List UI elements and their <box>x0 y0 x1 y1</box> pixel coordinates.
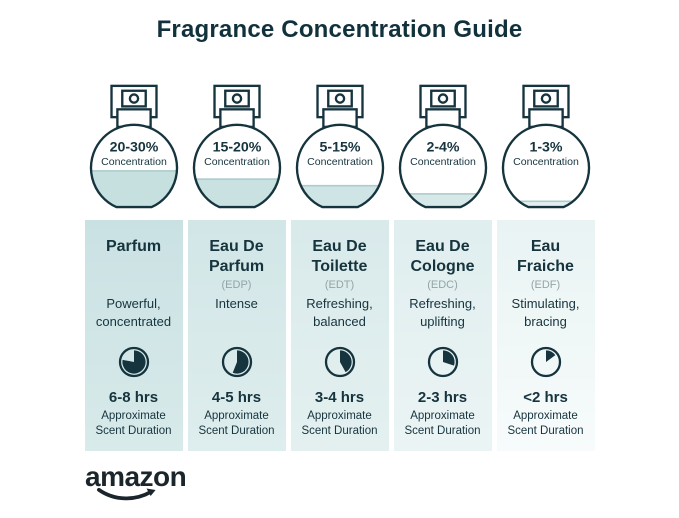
clock-icon <box>425 344 461 380</box>
bottle-liquid-edge <box>399 193 486 195</box>
scent-duration: 4-5 hrs <box>211 389 262 407</box>
concentration-value: 20-30% <box>109 139 158 155</box>
clock-icon <box>116 344 152 380</box>
fragrance-name-block: Eau Fraiche (EDF) <box>517 237 574 295</box>
scent-duration-note: Approximate Scent Duration <box>198 410 275 438</box>
clock-icon <box>528 344 564 380</box>
fragrance-table: Parfum Powerful, concentrated 6-8 hrs Ap… <box>84 220 595 451</box>
concentration-label: Concentration <box>101 156 167 168</box>
fragrance-abbreviation: (EDC) <box>427 279 458 292</box>
clock-ring <box>530 346 561 378</box>
fragrance-column: Eau De Toilette (EDT) Refreshing, balanc… <box>290 220 389 451</box>
perfume-bottle-drawing: 20-30% Concentration <box>89 84 178 209</box>
clock-wedge <box>339 350 352 373</box>
perfume-bottle: 2-4% Concentration <box>394 80 492 211</box>
bottle-outline <box>295 123 384 209</box>
clock-wedge <box>442 350 455 366</box>
fragrance-name: Eau De Toilette <box>311 238 368 275</box>
clock-ring <box>118 346 149 378</box>
fragrance-description: Stimulating, bracing <box>511 296 580 329</box>
bottle-outline <box>192 123 281 209</box>
fragrance-name-block: Eau De Parfum (EDP) <box>209 237 264 295</box>
fragrance-description: Refreshing, uplifting <box>409 296 476 329</box>
fragrance-name-block: Eau De Cologne (EDC) <box>411 237 475 295</box>
bottle-outline <box>398 123 487 209</box>
fragrance-description: Refreshing, balanced <box>306 296 373 329</box>
perfume-bottle: 1-3% Concentration <box>497 80 595 211</box>
concentration-label: Concentration <box>513 156 579 168</box>
bottle-outline <box>89 123 178 209</box>
bottle-liquid <box>296 184 383 208</box>
perfume-bottle-drawing: 2-4% Concentration <box>398 84 487 209</box>
scent-duration-note: Approximate Scent Duration <box>507 410 584 438</box>
bottle-liquid <box>90 170 177 208</box>
concentration-value: 1-3% <box>529 139 562 155</box>
fragrance-description: Intense <box>215 296 258 312</box>
perfume-bottle: 20-30% Concentration <box>85 80 183 211</box>
bottle-liquid-edge <box>502 200 589 203</box>
perfume-bottle: 5-15% Concentration <box>291 80 389 211</box>
nozzle-hole-icon <box>334 93 345 104</box>
nozzle-hole-icon <box>437 93 448 104</box>
scent-duration-note: Approximate Scent Duration <box>301 410 378 438</box>
clock-ring <box>221 346 252 378</box>
perfume-bottle-drawing: 5-15% Concentration <box>295 84 384 209</box>
bottle-liquid <box>193 178 280 208</box>
scent-duration-note: Approximate Scent Duration <box>95 410 172 438</box>
clock-wedge <box>121 350 146 374</box>
fragrance-name-block: Eau De Toilette (EDT) <box>312 237 368 295</box>
nozzle-hole-icon <box>231 93 242 104</box>
bottle-outline <box>501 123 590 209</box>
concentration-value: 2-4% <box>426 139 459 155</box>
perfume-bottle: 15-20% Concentration <box>188 80 286 211</box>
concentration-value: 5-15% <box>319 139 360 155</box>
fragrance-name-block: Parfum <box>106 237 161 295</box>
scent-duration-note: Approximate Scent Duration <box>404 410 481 438</box>
clock-ring <box>324 346 355 378</box>
bottle-row: 20-30% Concentration 15-20% Concentratio… <box>85 80 595 211</box>
fragrance-column: Parfum Powerful, concentrated 6-8 hrs Ap… <box>84 220 183 451</box>
fragrance-name: Parfum <box>105 238 162 255</box>
fragrance-column: Eau Fraiche (EDF) Stimulating, bracing <… <box>496 220 595 451</box>
scent-duration: 3-4 hrs <box>314 389 365 407</box>
amazon-wordmark: amazon <box>85 461 187 492</box>
clock-wedge <box>545 350 555 363</box>
fragrance-column: Eau De Cologne (EDC) Refreshing, uplifti… <box>393 220 492 451</box>
amazon-smile-icon <box>97 488 156 501</box>
concentration-label: Concentration <box>307 156 373 168</box>
fragrance-name: Eau De Cologne <box>410 238 475 275</box>
fragrance-name: Eau De Parfum <box>208 238 265 275</box>
scent-duration: <2 hrs <box>523 389 568 407</box>
bottle-liquid <box>399 193 486 208</box>
concentration-label: Concentration <box>410 156 476 168</box>
scent-duration: 6-8 hrs <box>108 389 159 407</box>
bottle-liquid <box>502 200 589 208</box>
nozzle-hole-icon <box>128 93 139 104</box>
fragrance-name: Eau Fraiche <box>517 238 574 275</box>
bottle-liquid-edge <box>296 184 383 187</box>
amazon-logo: amazon <box>85 462 195 502</box>
clock-icon <box>322 344 358 380</box>
fragrance-abbreviation: (EDT) <box>324 279 355 292</box>
clock-icon <box>219 344 255 380</box>
fragrance-abbreviation: (EDP) <box>221 279 252 292</box>
bottle-liquid-edge <box>193 178 280 180</box>
clock-ring <box>427 346 458 378</box>
concentration-value: 15-20% <box>212 139 261 155</box>
nozzle-hole-icon <box>540 93 551 104</box>
fragrance-column: Eau De Parfum (EDP) Intense 4-5 hrs Appr… <box>187 220 286 451</box>
concentration-label: Concentration <box>204 156 270 168</box>
bottle-body <box>502 124 589 208</box>
fragrance-abbreviation: (EDF) <box>530 279 561 292</box>
bottle-liquid-edge <box>90 170 177 172</box>
page-title: Fragrance Concentration Guide <box>156 16 523 43</box>
perfume-bottle-drawing: 15-20% Concentration <box>192 84 281 209</box>
perfume-bottle-drawing: 1-3% Concentration <box>501 84 590 209</box>
bottle-body <box>399 124 486 208</box>
clock-wedge <box>232 350 249 374</box>
fragrance-description: Powerful, concentrated <box>95 296 172 329</box>
scent-duration: 2-3 hrs <box>417 389 468 407</box>
